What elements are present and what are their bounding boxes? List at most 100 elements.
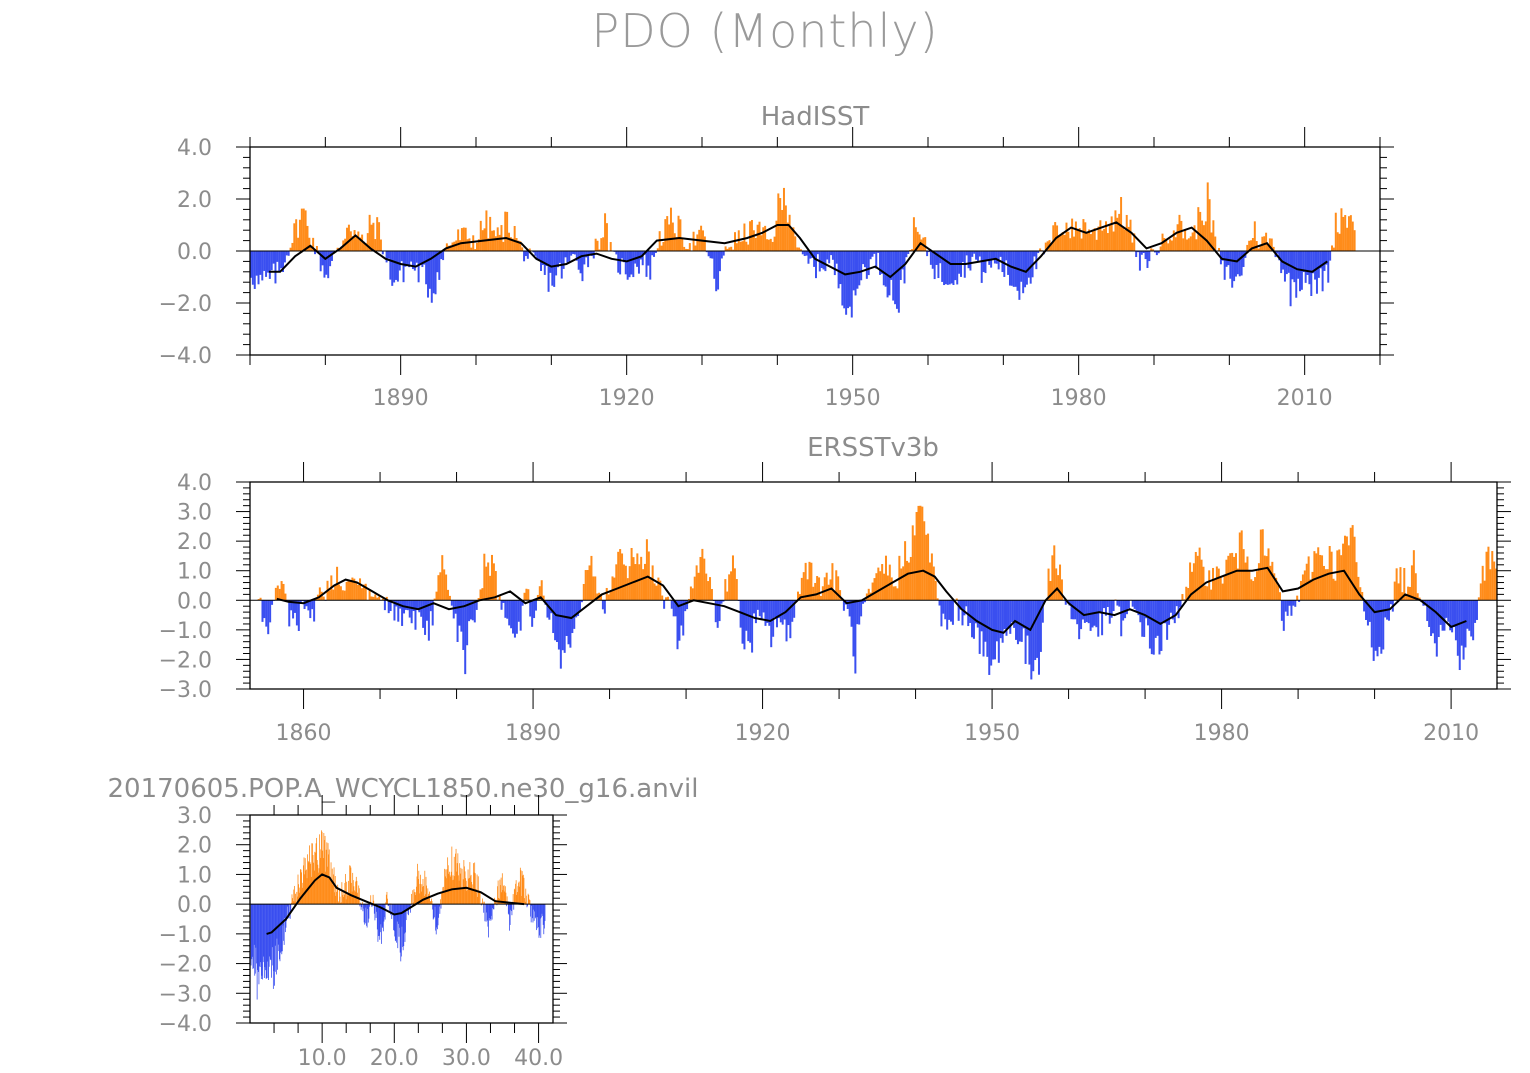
bar [992,251,995,259]
bar [1212,567,1215,601]
x-tick-label: 30.0 [442,1046,491,1071]
bar [645,539,648,601]
bar [276,904,278,939]
bar [1055,568,1058,601]
bar [696,234,699,251]
bar [448,873,450,905]
bar [1491,551,1494,601]
bar [1287,251,1290,273]
bar [336,891,337,905]
bar [464,227,467,251]
bar [1347,216,1350,251]
bar [435,591,438,601]
bar [1155,251,1158,256]
bar [1322,565,1325,601]
bar [379,239,382,251]
bar [473,872,475,905]
bar [318,872,319,905]
bar [768,600,771,626]
bar [1238,532,1241,601]
bar [760,235,763,251]
bar [325,871,327,905]
bar [1311,571,1314,601]
bar [1256,571,1259,601]
bar [881,564,884,601]
bar [894,251,897,305]
bar [1147,600,1150,626]
bar [700,225,703,251]
bar [1403,567,1406,601]
bar [1169,600,1172,613]
bar [814,582,817,601]
bar [406,600,409,611]
bar [363,241,365,251]
bar [969,251,972,271]
bar [424,870,426,905]
bar [321,831,323,905]
bar [464,600,467,675]
bar [846,600,849,609]
bar [515,238,518,251]
bar [897,251,900,313]
bar [1280,251,1283,274]
bar [430,251,433,303]
bar [1346,227,1349,251]
bar [1112,231,1115,251]
bar [1073,236,1075,251]
bar [430,901,432,905]
bar [582,583,585,601]
bar [357,896,359,905]
bar [984,251,987,274]
bar [348,880,349,905]
bar [569,600,572,648]
bar [777,193,780,251]
bar [259,904,261,968]
bar [487,904,489,927]
bar [265,904,266,971]
bar [1315,553,1318,601]
bar [1105,221,1108,251]
bar [925,534,928,601]
bar [393,904,395,931]
bar [1103,228,1106,251]
bar [1382,600,1385,650]
bar [726,591,729,601]
bar [1468,600,1471,631]
bar [515,600,518,634]
bar [1076,230,1079,251]
bar [950,600,953,622]
bar [1005,600,1008,636]
bar [1210,589,1213,601]
bar [402,904,403,947]
bar [502,600,505,603]
bar [923,521,926,601]
bar [261,904,263,976]
bar [956,251,959,285]
bar [415,251,418,263]
bar [841,251,844,306]
bar [479,589,482,601]
axes [236,127,1394,375]
bar [751,600,754,653]
bar [805,251,808,256]
bar [340,246,343,251]
bar [483,901,485,905]
bar [412,600,415,612]
bar [1154,600,1157,638]
bar [471,881,473,905]
bar [259,904,260,967]
bar [322,596,325,601]
bar [1005,251,1008,261]
bar [417,251,420,283]
bar [1162,600,1165,622]
bar [521,871,523,905]
bar [542,904,544,925]
bar [400,251,403,262]
bar [501,892,503,905]
bar [617,251,620,273]
bar [1330,551,1333,601]
bar [1089,234,1092,251]
bar [1146,251,1149,268]
bar [871,582,874,601]
bar [372,894,374,905]
